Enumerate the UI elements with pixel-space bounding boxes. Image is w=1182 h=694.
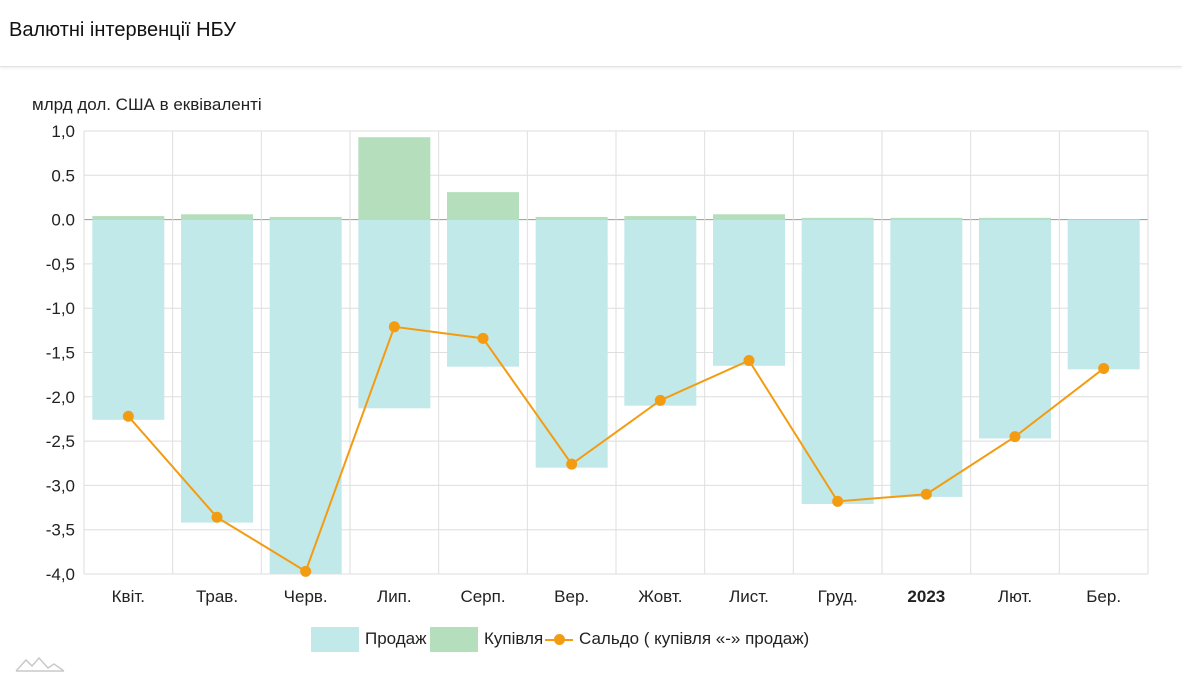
legend-label-balance: Сальдо ( купівля «-» продаж) — [579, 629, 810, 648]
bar-sales[interactable] — [624, 219, 697, 406]
bar-purchases[interactable] — [447, 192, 519, 220]
balance-point[interactable] — [654, 394, 666, 406]
balance-point[interactable] — [211, 511, 223, 523]
y-tick-label: -1,0 — [46, 299, 75, 318]
legend-item-purchases[interactable]: Купівля — [430, 624, 543, 654]
bar-purchases[interactable] — [358, 137, 431, 220]
axis-layer: 1,0 0.5 0.0 -0,5 -1,0 -1,5 -2,0 -2,5 -3,0 -3,5 -4,… — [46, 122, 1121, 606]
y-tick-label: -4,0 — [46, 565, 75, 584]
balance-point[interactable] — [920, 488, 932, 500]
legend-label-purchases: Купівля — [484, 629, 544, 648]
bar-sales[interactable] — [269, 219, 342, 574]
bar-sales[interactable] — [979, 219, 1051, 439]
y-tick-label: -2,5 — [46, 432, 75, 451]
bar-purchases[interactable] — [801, 217, 874, 220]
bar-sales[interactable] — [181, 219, 253, 523]
legend-swatch-purchases — [430, 626, 478, 652]
legend: Продаж Купівля Сальдо ( купівля «-» прод… — [0, 624, 1182, 654]
x-tick-label: Серп. — [460, 587, 505, 606]
y-tick-label: -2,0 — [46, 388, 75, 407]
balance-line — [127, 325, 1105, 573]
legend-item-balance[interactable]: Сальдо ( купівля «-» продаж) — [545, 624, 809, 654]
balance-point[interactable] — [300, 565, 312, 577]
bar-sales[interactable] — [1067, 219, 1140, 370]
bar-sales[interactable] — [358, 219, 431, 409]
bar-sales[interactable] — [92, 219, 165, 420]
x-tick-label: Вер. — [554, 587, 589, 606]
balance-point[interactable] — [1098, 362, 1110, 374]
bar-sales[interactable] — [535, 219, 608, 468]
y-tick-label: -3,5 — [46, 521, 75, 540]
bar-purchases[interactable] — [535, 216, 608, 220]
page-title: Валютні інтервенції НБУ — [9, 19, 236, 41]
line-layer — [122, 321, 1110, 577]
x-tick-label: Квіт. — [112, 587, 145, 606]
y-axis-unit-label: млрд дол. США в еквіваленті — [32, 95, 262, 114]
bar-purchases[interactable] — [92, 216, 165, 220]
legend-item-sales[interactable]: Продаж — [311, 624, 427, 654]
bar-sales[interactable] — [447, 219, 519, 367]
x-tick-label: Лют. — [998, 587, 1032, 606]
x-tick-label: Трав. — [196, 587, 238, 606]
x-tick-label: 2023 — [907, 587, 945, 606]
bar-purchases[interactable] — [979, 217, 1051, 220]
bar-purchases[interactable] — [713, 214, 785, 220]
balance-point[interactable] — [1009, 431, 1021, 443]
grid-layer — [83, 130, 1149, 575]
header-bar: Валютні інтервенції НБУ — [0, 0, 1182, 67]
x-tick-label: Бер. — [1086, 587, 1121, 606]
x-tick-label: Лип. — [377, 587, 412, 606]
legend-label-sales: Продаж — [365, 629, 427, 648]
balance-point[interactable] — [122, 410, 134, 422]
x-tick-label: Черв. — [284, 587, 328, 606]
bar-purchases[interactable] — [269, 216, 342, 220]
legend-swatch-balance — [545, 627, 573, 652]
balance-point[interactable] — [832, 495, 844, 507]
legend-swatch-sales — [311, 626, 359, 652]
balance-point[interactable] — [477, 332, 489, 344]
bar-sales[interactable] — [801, 219, 874, 505]
logo-mountains-icon — [15, 656, 65, 672]
balance-point[interactable] — [566, 458, 578, 470]
bar-purchases[interactable] — [181, 214, 253, 220]
balance-point[interactable] — [388, 321, 400, 333]
y-tick-label: 0.0 — [51, 211, 75, 230]
x-tick-label: Лист. — [729, 587, 769, 606]
bar-purchases[interactable] — [624, 216, 697, 220]
bar-purchases[interactable] — [890, 217, 963, 220]
y-tick-label: 0.5 — [51, 166, 75, 185]
balance-point[interactable] — [743, 354, 755, 366]
y-tick-label: -3,0 — [46, 476, 75, 495]
x-tick-label: Жовт. — [638, 587, 682, 606]
y-tick-label: 1,0 — [51, 122, 75, 141]
bar-sales[interactable] — [890, 219, 963, 497]
chart: млрд дол. США в еквіваленті 1,0 0.5 0.0 -0,… — [32, 95, 1149, 606]
y-tick-label: -0,5 — [46, 255, 75, 274]
bar-sales[interactable] — [713, 219, 785, 366]
x-tick-label: Груд. — [818, 587, 858, 606]
y-tick-label: -1,5 — [46, 344, 75, 363]
